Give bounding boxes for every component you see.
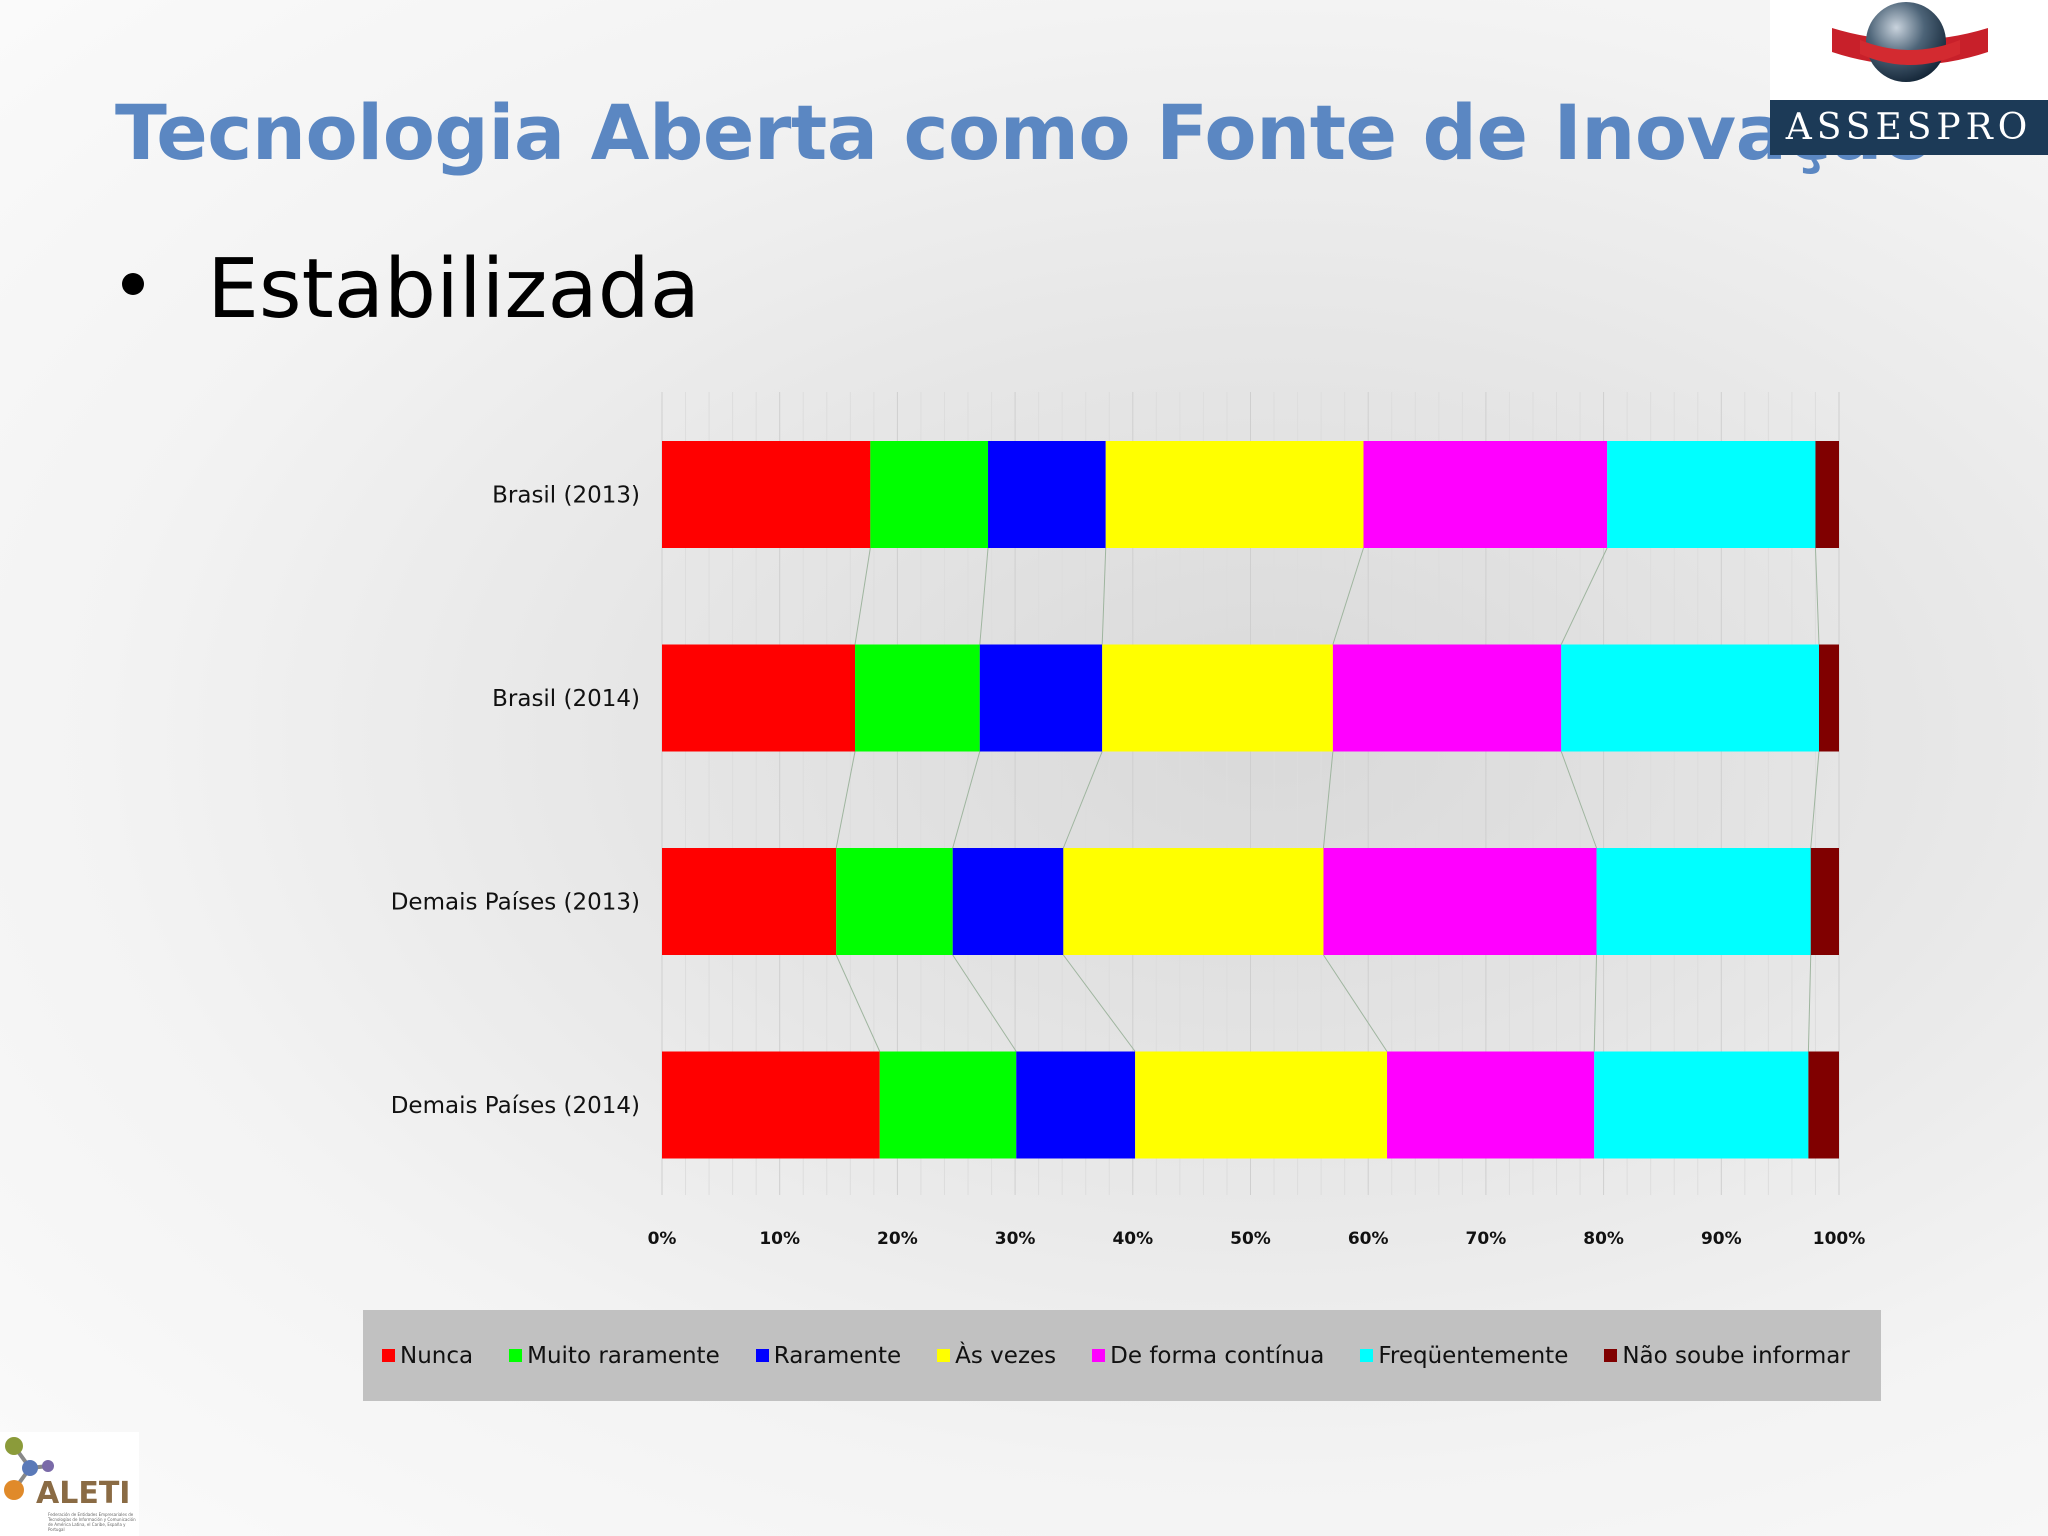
category-label: Demais Países (2014): [391, 1093, 640, 1119]
connector-line: [1560, 547, 1608, 645]
bar-segment: [1363, 441, 1608, 548]
connector-line: [1814, 547, 1820, 645]
x-tick-label: 50%: [1230, 1229, 1271, 1249]
bar-segment: [952, 848, 1064, 955]
x-tick-label: 0%: [648, 1229, 677, 1249]
bar-segment: [1594, 1051, 1809, 1159]
legend-label: Freqüentemente: [1378, 1342, 1569, 1369]
bar-segment: [662, 441, 871, 548]
x-tick-label: 70%: [1466, 1229, 1507, 1249]
connector-line: [979, 547, 989, 645]
bullet-text: Estabilizada: [207, 242, 701, 337]
bar-segment: [1323, 848, 1597, 955]
connector-line: [854, 547, 871, 645]
connector-line: [835, 751, 856, 849]
legend-item: Nunca: [382, 1343, 473, 1369]
bar-segment: [1810, 848, 1839, 955]
x-tick-label: 40%: [1112, 1229, 1153, 1249]
bar-segment: [870, 441, 989, 548]
connector-line: [1322, 751, 1334, 849]
connector-line: [1807, 954, 1812, 1052]
aleti-subtext: Federación de Entidades Empresariales de…: [48, 1512, 136, 1532]
connector-line: [1593, 954, 1598, 1052]
legend-label: Raramente: [773, 1342, 902, 1369]
stacked-bar-chart: Brasil (2013) Brasil (2014) Demais Países …: [391, 392, 1866, 1250]
legend-label: De forma contínua: [1110, 1342, 1325, 1369]
chart-labels: Brasil (2013) Brasil (2014) Demais Países …: [391, 483, 1866, 1250]
bullet-dot: [122, 272, 144, 295]
x-tick-label: 80%: [1583, 1229, 1624, 1249]
series-connector-lines: [835, 547, 1820, 1052]
aleti-wordmark: ALETI: [36, 1476, 131, 1511]
legend-swatch: [1604, 1349, 1618, 1362]
legend-item: De forma contínua: [1092, 1343, 1324, 1369]
aleti-logo: ALETI Federación de Entidades Empresaria…: [0, 1432, 139, 1536]
x-tick-label: 90%: [1701, 1229, 1742, 1249]
legend-item: Muito raramente: [509, 1343, 720, 1369]
bar-segment: [879, 1051, 1017, 1159]
connector-line: [952, 954, 1017, 1052]
bar-segment: [662, 1051, 880, 1159]
bar-segment: [988, 441, 1106, 548]
connector-line: [1062, 954, 1136, 1052]
bar-segment: [1016, 1051, 1136, 1159]
x-tick-label: 60%: [1348, 1229, 1389, 1249]
legend-swatch: [755, 1349, 769, 1362]
chart-bars: [662, 441, 1839, 1159]
legend-item: Às vezes: [937, 1343, 1056, 1369]
x-tick-label: 100%: [1813, 1229, 1866, 1249]
legend-label: Não soube informar: [1622, 1342, 1850, 1369]
connector-line: [1101, 547, 1107, 645]
slide-title: Tecnologia Aberta como Fonte de Inovação: [115, 88, 1934, 177]
legend-label: Nunca: [400, 1342, 474, 1369]
bar-segment: [1332, 644, 1562, 752]
legend-item: Freqüentemente: [1360, 1343, 1568, 1369]
legend-item: Raramente: [755, 1342, 902, 1369]
assespro-wordmark: ASSESPRO: [1785, 107, 2033, 148]
connector-line: [952, 751, 981, 849]
connector-line: [1332, 547, 1364, 645]
category-label: Brasil (2013): [492, 483, 640, 509]
connector-line: [1323, 954, 1388, 1052]
bar-segment: [1808, 1051, 1839, 1159]
category-label: Brasil (2014): [492, 686, 640, 712]
legend-item: Não soube informar: [1604, 1343, 1850, 1369]
bar-segment: [855, 644, 980, 752]
legend-swatch: [1360, 1349, 1374, 1362]
aleti-molecule-icon: [4, 1437, 54, 1500]
bar-segment: [1561, 644, 1819, 752]
bullet-item: Estabilizada: [122, 242, 700, 337]
category-label: Demais Países (2013): [391, 890, 640, 916]
connector-line: [835, 954, 881, 1052]
bar-segment: [1135, 1051, 1388, 1159]
bar-segment: [1607, 441, 1816, 548]
assespro-globe-icon: [1832, 2, 1988, 82]
bar-segment: [836, 848, 953, 955]
legend-label: Às vezes: [955, 1342, 1057, 1369]
x-tick-label: 20%: [877, 1229, 918, 1249]
bar-segment: [979, 644, 1103, 752]
connector-line: [1810, 751, 1820, 849]
connector-line: [1560, 751, 1598, 849]
bar-segment: [1105, 441, 1364, 548]
legend-swatch: [1092, 1349, 1106, 1362]
bar-segment: [1102, 644, 1333, 752]
legend-swatch: [509, 1349, 523, 1362]
x-tick-label: 10%: [759, 1229, 800, 1249]
chart-legend: Nunca Muito raramente Raramente Às vezes De …: [363, 1310, 1881, 1401]
x-tick-label: 30%: [995, 1229, 1036, 1249]
legend-label: Muito raramente: [527, 1342, 720, 1369]
connector-line: [1062, 751, 1103, 849]
legend-swatch: [937, 1349, 951, 1362]
legend-items: Nunca Muito raramente Raramente Às vezes De …: [382, 1310, 1886, 1401]
assespro-band: [1770, 100, 2048, 155]
bar-segment: [1596, 848, 1811, 955]
bar-segment: [1815, 441, 1839, 548]
bar-segment: [1818, 644, 1839, 752]
bar-segment: [662, 644, 856, 752]
legend-swatch: [382, 1349, 395, 1362]
bar-segment: [662, 848, 837, 955]
bar-segment: [1063, 848, 1324, 955]
bar-segment: [1387, 1051, 1595, 1159]
